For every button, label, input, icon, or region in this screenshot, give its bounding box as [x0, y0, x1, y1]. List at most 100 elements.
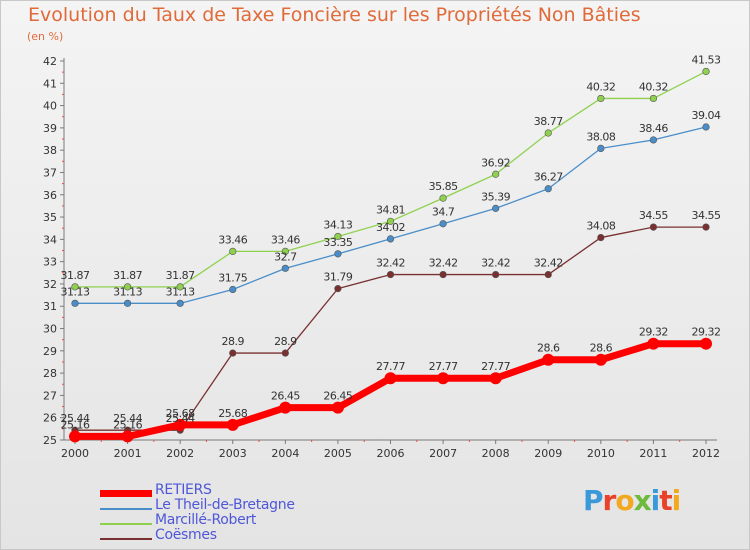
data-label: 29.32 [692, 326, 721, 339]
data-label: 35.85 [429, 180, 458, 193]
data-point [439, 270, 447, 279]
data-point [702, 123, 710, 131]
data-point [174, 418, 187, 431]
data-point [492, 170, 500, 178]
data-label: 25.44 [61, 412, 90, 425]
x-tick-label: 2005 [324, 447, 352, 460]
data-label: 32.7 [274, 250, 297, 263]
data-label: 41.53 [692, 53, 721, 66]
x-tick-label: 2008 [482, 447, 510, 460]
legend-swatch [100, 508, 152, 510]
chart-title: Evolution du Taux de Taxe Foncière sur l… [28, 4, 641, 26]
data-label: 35.39 [481, 190, 510, 203]
data-point [229, 247, 237, 255]
data-label: 36.92 [481, 156, 510, 169]
data-label: 32.42 [376, 257, 405, 270]
data-label: 34.81 [376, 203, 405, 216]
data-point [226, 418, 239, 431]
legend-label: Coësmes [155, 527, 217, 543]
y-tick-label: 39 [43, 122, 57, 135]
x-tick-label: 2012 [692, 447, 720, 460]
data-point [492, 204, 500, 212]
data-point [386, 217, 395, 225]
brand-logo: Proxiti [583, 484, 681, 517]
data-label: 36.27 [534, 171, 563, 184]
data-label: 29.32 [639, 326, 668, 339]
y-tick-label: 36 [43, 189, 57, 202]
y-tick-label: 42 [43, 55, 57, 68]
data-label: 28.9 [222, 335, 245, 348]
data-label: 27.77 [376, 360, 405, 373]
y-tick-label: 29 [43, 345, 57, 358]
data-point [334, 232, 342, 241]
data-label: 38.46 [639, 122, 668, 135]
data-label: 31.13 [166, 285, 195, 298]
data-label: 34.55 [692, 209, 721, 222]
data-label: 31.13 [113, 285, 142, 298]
y-tick-label: 31 [43, 300, 57, 313]
data-label: 28.6 [590, 342, 613, 355]
data-point [69, 430, 81, 443]
legend-label: Marcillé-Robert [155, 512, 257, 528]
data-point [489, 372, 502, 385]
y-tick-label: 41 [43, 77, 57, 90]
data-label: 27.77 [481, 360, 510, 373]
data-point [229, 285, 237, 294]
data-point [649, 94, 658, 103]
series-line-2 [74, 70, 707, 288]
data-label: 25.44 [166, 412, 195, 425]
data-label: 31.87 [113, 269, 142, 282]
y-tick-label: 28 [43, 367, 57, 380]
data-point [386, 235, 395, 243]
data-label: 34.55 [639, 209, 668, 222]
data-label: 31.13 [61, 285, 90, 298]
data-point [702, 67, 710, 76]
data-point [597, 233, 605, 242]
data-label: 40.32 [586, 80, 615, 93]
data-label: 40.32 [639, 80, 668, 93]
data-point [439, 194, 447, 202]
data-point [649, 136, 658, 144]
data-label: 34.02 [376, 221, 405, 234]
x-tick-label: 2011 [639, 447, 667, 460]
data-point [281, 247, 289, 255]
data-label: 34.08 [586, 220, 615, 233]
x-tick-label: 2010 [587, 447, 615, 460]
x-tick-label: 2007 [429, 447, 457, 460]
x-tick-label: 2006 [377, 447, 405, 460]
legend-label: RETIERS [155, 482, 212, 498]
data-point [229, 349, 237, 357]
data-label: 25.16 [61, 418, 90, 431]
data-point [331, 401, 344, 414]
data-point [437, 372, 450, 385]
data-point [700, 337, 712, 350]
data-point [334, 285, 342, 293]
legend-swatch [100, 523, 152, 525]
y-tick-label: 35 [43, 211, 57, 224]
data-label: 28.9 [274, 335, 297, 348]
data-point [71, 283, 79, 291]
chart-subtitle: (en %) [27, 30, 64, 43]
data-label: 31.87 [166, 269, 195, 282]
data-point [544, 270, 552, 279]
data-point [647, 337, 660, 350]
data-point [176, 299, 184, 307]
y-tick-label: 34 [43, 233, 57, 246]
data-label: 31.79 [323, 271, 352, 284]
data-point [492, 270, 500, 279]
legend-swatch [100, 538, 152, 540]
data-point [279, 401, 292, 414]
data-label: 25.16 [113, 418, 142, 431]
data-label: 26.45 [323, 390, 352, 403]
data-point [123, 299, 132, 307]
data-label: 33.46 [271, 233, 300, 246]
y-tick-label: 38 [43, 144, 57, 157]
y-tick-label: 27 [43, 389, 57, 402]
data-point [281, 264, 289, 272]
data-point [384, 372, 397, 385]
data-point [386, 270, 395, 279]
x-tick-label: 2003 [219, 447, 247, 460]
x-tick-label: 2009 [534, 447, 562, 460]
